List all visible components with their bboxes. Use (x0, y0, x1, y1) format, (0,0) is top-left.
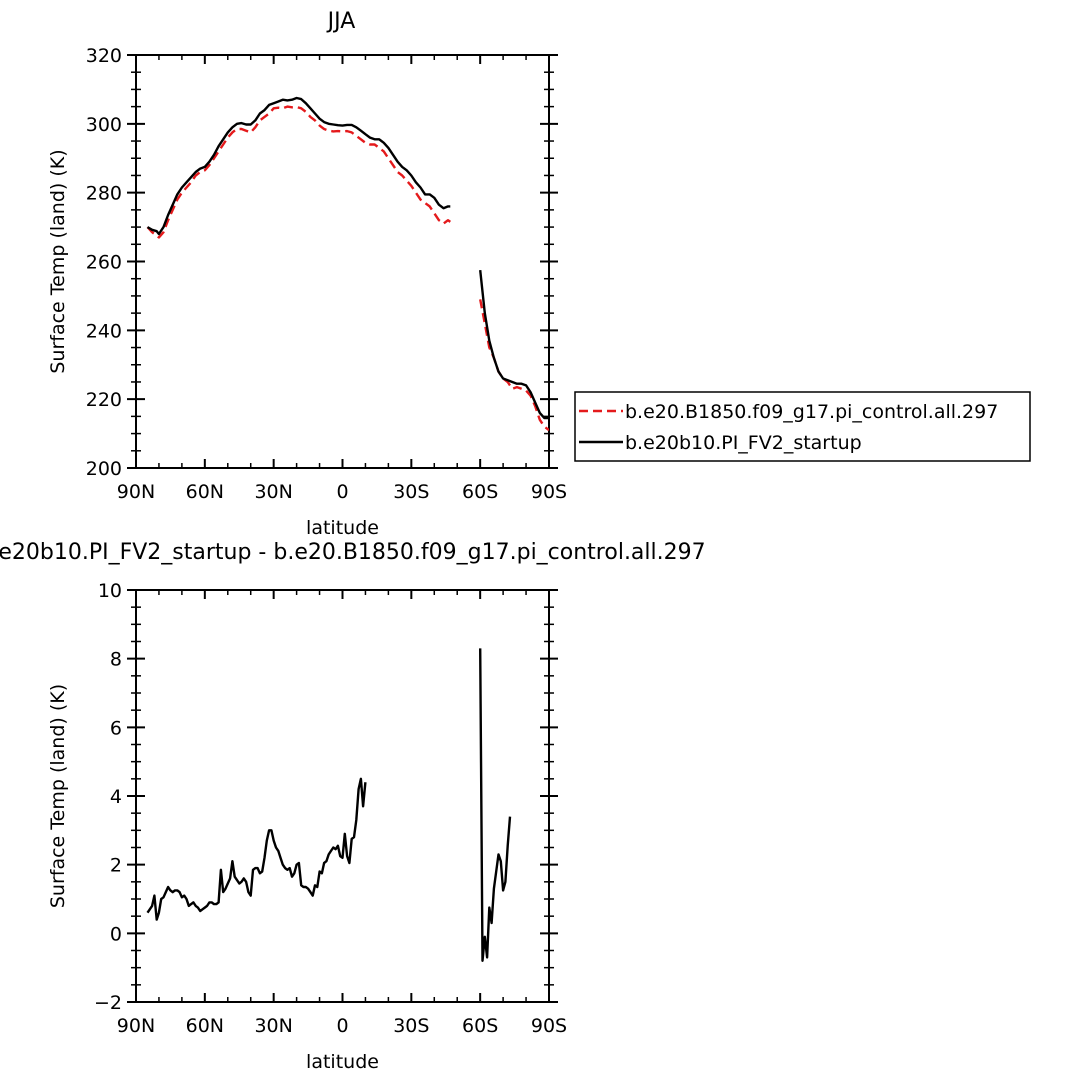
y-tick-label: 200 (86, 458, 122, 480)
chart-title: JJA (326, 9, 356, 34)
x-tick-label: 30N (254, 1015, 292, 1037)
chart-title: b.e20b10.PI_FV2_startup - b.e20.B1850.f0… (0, 540, 706, 565)
series-line-1 (479, 648, 512, 962)
legend-label-2: b.e20b10.PI_FV2_startup (625, 432, 862, 454)
x-tick-label: 90N (117, 1015, 155, 1037)
y-tick-label: 8 (110, 649, 122, 671)
x-tick-label: 60S (462, 481, 498, 503)
x-tick-label: 90S (531, 481, 567, 503)
x-tick-label: 30S (393, 481, 429, 503)
x-tick-label: 30N (254, 481, 292, 503)
series-line-1 (146, 105, 452, 239)
y-axis-label: Surface Temp (land) (K) (47, 149, 69, 373)
legend: b.e20.B1850.f09_g17.pi_control.all.297 b.… (574, 391, 1031, 462)
legend-box (574, 391, 1031, 462)
x-tick-label: 30S (393, 1015, 429, 1037)
x-tick-label: 60S (462, 1015, 498, 1037)
y-tick-label: 4 (110, 786, 122, 808)
y-axis-label: Surface Temp (land) (K) (47, 684, 69, 908)
y-tick-label: 2 (110, 855, 122, 877)
y-tick-label: 6 (110, 717, 122, 739)
plot-frame (135, 54, 550, 469)
top-plot: JJA 90N 60N 30N 0 30S 60S 90S 200 220 240 260 280 300… (47, 9, 567, 539)
series-line-1 (146, 777, 367, 921)
bottom-plot: b.e20b10.PI_FV2_startup - b.e20.B1850.f0… (0, 540, 706, 1073)
y-tick-label: 240 (86, 320, 122, 342)
x-tick-label: 60N (186, 481, 224, 503)
legend-label-1: b.e20.B1850.f09_g17.pi_control.all.297 (625, 401, 998, 423)
series-line-1 (479, 299, 549, 432)
y-tick-label: 280 (86, 183, 122, 205)
y-tick-label: −2 (94, 992, 122, 1014)
y-tick-label: 10 (98, 580, 122, 602)
series-group (146, 648, 512, 962)
y-tick-label: 260 (86, 252, 122, 274)
series-line-2 (146, 96, 451, 236)
series-line-2 (479, 269, 549, 420)
y-tick-label: 220 (86, 389, 122, 411)
y-tick-label: 320 (86, 45, 122, 67)
y-tick-label: 0 (110, 923, 122, 945)
series-group (146, 96, 549, 432)
x-tick-label: 90S (531, 1015, 567, 1037)
x-axis-label: latitude (306, 517, 379, 539)
x-tick-label: 90N (117, 481, 155, 503)
x-tick-label: 0 (336, 481, 348, 503)
x-axis-label: latitude (306, 1051, 379, 1073)
x-tick-label: 0 (336, 1015, 348, 1037)
y-tick-label: 300 (86, 114, 122, 136)
x-tick-label: 60N (186, 1015, 224, 1037)
